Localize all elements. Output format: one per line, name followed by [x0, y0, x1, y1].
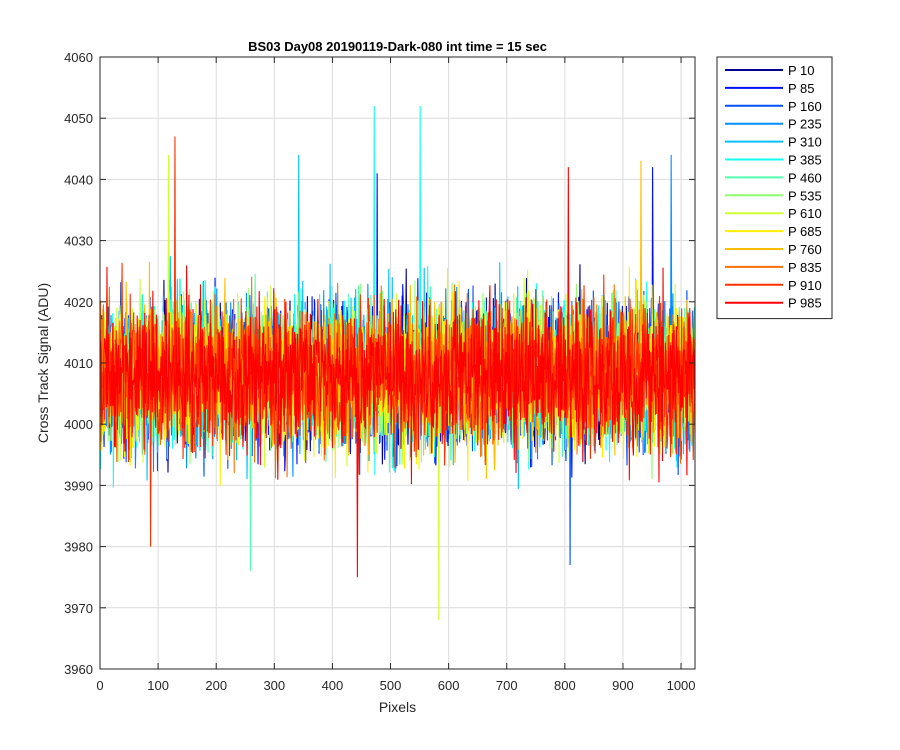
y-tick-label: 3970 [64, 601, 93, 616]
legend-label: P 235 [788, 117, 822, 132]
y-tick-label: 3980 [64, 540, 93, 555]
y-axis-ticks: 3960 3970 3980 3990 4000 4010 4020 4030 4040 4050… [64, 50, 695, 677]
series-layer [100, 105, 695, 621]
x-tick-label: 500 [380, 678, 402, 693]
x-axis-label: Pixels [379, 699, 416, 715]
y-tick-label: 4050 [64, 111, 93, 126]
y-tick-label: 3960 [64, 662, 93, 677]
series-line-p985 [100, 167, 695, 578]
x-tick-label: 400 [322, 678, 344, 693]
x-tick-label: 600 [438, 678, 460, 693]
legend-label: P 835 [788, 260, 822, 275]
legend-label: P 160 [788, 99, 822, 114]
x-tick-label: 100 [147, 678, 169, 693]
legend-box [716, 56, 833, 320]
chart-title: BS03 Day08 20190119-Dark-080 int time = … [248, 39, 547, 54]
legend-label: P 310 [788, 135, 822, 150]
x-tick-label: 300 [263, 678, 285, 693]
x-tick-label: 700 [496, 678, 518, 693]
y-tick-label: 4010 [64, 356, 93, 371]
y-tick-label: 4000 [64, 417, 93, 432]
y-axis-label: Cross Track Signal (ADU) [35, 283, 51, 443]
y-tick-label: 4030 [64, 234, 93, 249]
legend-label: P 910 [788, 278, 822, 293]
legend-label: P 760 [788, 242, 822, 257]
legend-label: P 385 [788, 153, 822, 168]
y-tick-label: 4040 [64, 172, 93, 187]
y-tick-label: 4020 [64, 295, 93, 310]
legend-label: P 685 [788, 224, 822, 239]
x-tick-label: 0 [96, 678, 103, 693]
legend-label: P 610 [788, 206, 822, 221]
y-tick-label: 3990 [64, 478, 93, 493]
legend-label: P 985 [788, 296, 822, 311]
x-tick-label: 800 [554, 678, 576, 693]
x-tick-label: 1000 [667, 678, 696, 693]
x-tick-label: 200 [205, 678, 227, 693]
legend-label: P 10 [788, 63, 815, 78]
x-tick-label: 900 [612, 678, 634, 693]
legend-label: P 535 [788, 188, 822, 203]
y-tick-label: 4060 [64, 50, 93, 65]
legend-label: P 460 [788, 170, 822, 185]
x-axis-ticks: 0 100 200 300 400 500 600 700 800 900 1000 [96, 57, 696, 693]
legend: P 10 P 85 P 160 P 235 P 310 P 385 P 460 P 535 P … [716, 56, 833, 320]
legend-label: P 85 [788, 81, 815, 96]
